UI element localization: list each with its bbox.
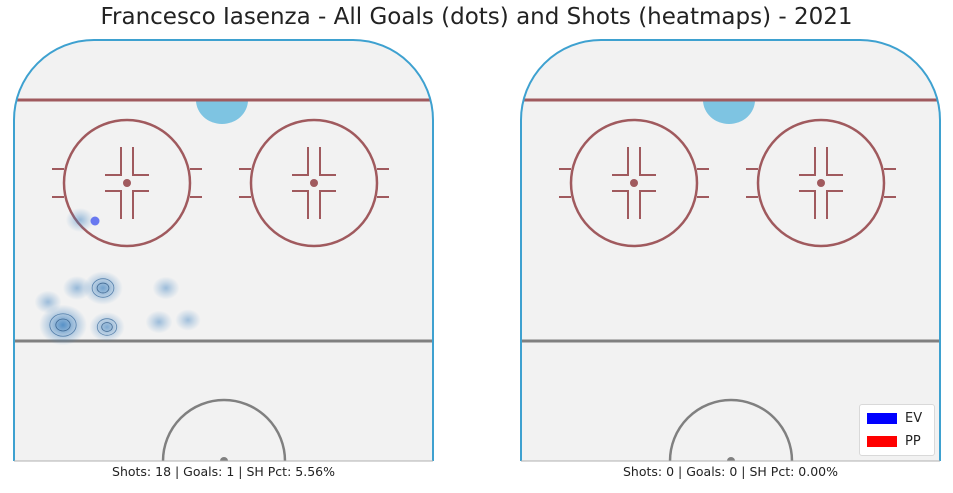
faceoff-ring — [62, 118, 192, 248]
legend-swatch-pp — [867, 436, 897, 447]
faceoff-hash — [639, 190, 656, 219]
faceoff-hash — [639, 147, 656, 176]
faceoff-dot — [817, 179, 825, 187]
shot-density-2 — [89, 311, 125, 343]
faceoff-hash — [826, 147, 843, 176]
faceoff-hash — [132, 190, 149, 219]
rink-boards — [520, 39, 941, 461]
faceoff-dot — [310, 179, 318, 187]
faceoff-hash — [292, 190, 309, 219]
legend-entry-ev: EV — [867, 411, 923, 426]
faceoff-circle-right — [239, 118, 389, 248]
shot-density-contour-inner-2 — [101, 322, 113, 332]
chart-title: Francesco Iasenza - All Goals (dots) and… — [100, 4, 853, 30]
faceoff-ring — [569, 118, 699, 248]
faceoff-circle-left — [559, 118, 709, 248]
shot-density-contour-inner-0 — [55, 318, 71, 332]
shot-density-contour-1 — [91, 278, 115, 298]
faceoff-dot — [123, 179, 131, 187]
shot-density-7 — [34, 290, 62, 314]
shot-density-5 — [145, 310, 173, 334]
rink-ice — [14, 40, 433, 461]
rink-markings — [14, 98, 433, 461]
legend-entry-pp: PP — [867, 434, 921, 449]
faceoff-hash — [799, 190, 816, 219]
stats-caption-right: Shots: 0 | Goals: 0 | SH Pct: 0.00% — [622, 464, 838, 479]
faceoff-hash — [612, 147, 629, 176]
shot-density-3 — [62, 275, 92, 301]
shot-density-1 — [83, 271, 123, 305]
rink-ice — [521, 40, 940, 461]
center-circle — [668, 398, 794, 461]
shot-density-6 — [175, 309, 201, 331]
shot-density-8 — [65, 207, 95, 233]
faceoff-hash — [105, 147, 122, 176]
goal-crease — [703, 100, 755, 124]
shot-density-contour-0 — [49, 313, 77, 337]
rink-markings — [521, 98, 940, 461]
faceoff-circle-right — [746, 118, 896, 248]
faceoff-dot — [630, 179, 638, 187]
faceoff-ring — [249, 118, 379, 248]
goal-dot-0 — [90, 216, 100, 226]
rink-boards — [13, 39, 434, 461]
center-dot — [727, 457, 735, 461]
faceoff-ring — [756, 118, 886, 248]
faceoff-hash — [799, 147, 816, 176]
legend: EV PP — [859, 404, 935, 456]
rink-panel-left — [13, 39, 434, 462]
faceoff-hash — [826, 190, 843, 219]
faceoff-hash — [132, 147, 149, 176]
shot-density-contour-2 — [96, 318, 118, 336]
legend-label-ev: EV — [905, 411, 923, 426]
legend-label-pp: PP — [905, 434, 921, 449]
faceoff-circle-left — [52, 118, 202, 248]
center-dot — [220, 457, 228, 461]
faceoff-hash — [319, 190, 336, 219]
faceoff-hash — [612, 190, 629, 219]
faceoff-hash — [319, 147, 336, 176]
faceoff-hash — [105, 190, 122, 219]
shot-density-contour-inner-1 — [96, 282, 110, 294]
shot-density-0 — [39, 304, 87, 346]
faceoff-hash — [292, 147, 309, 176]
legend-swatch-ev — [867, 413, 897, 424]
center-circle — [161, 398, 287, 461]
shot-density-4 — [152, 276, 180, 300]
stats-caption-left: Shots: 18 | Goals: 1 | SH Pct: 5.56% — [112, 464, 335, 479]
goal-crease — [196, 100, 248, 124]
rink-panel-right — [520, 39, 941, 462]
